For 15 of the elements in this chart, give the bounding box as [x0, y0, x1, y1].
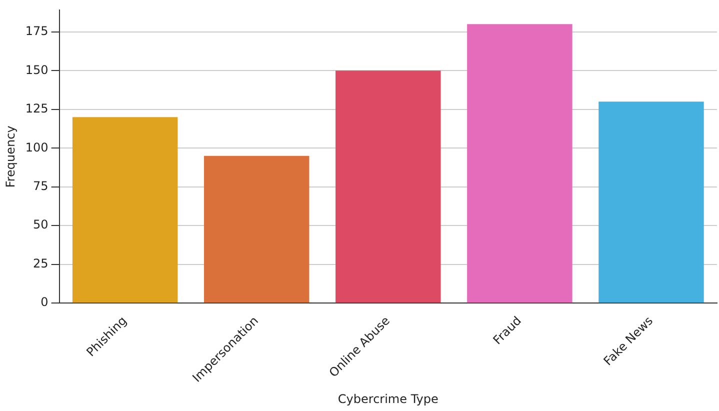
x-axis-title: Cybercrime Type: [338, 392, 438, 406]
y-tick-label: 0: [40, 295, 48, 310]
bar: [72, 117, 178, 303]
y-axis-title: Frequency: [3, 126, 18, 188]
y-tick-label: 100: [25, 140, 48, 154]
y-tick-label: 125: [25, 102, 48, 116]
y-tick-label: 175: [25, 24, 48, 38]
bar: [467, 24, 572, 303]
bar: [336, 70, 441, 303]
y-tick-label: 75: [33, 179, 48, 193]
y-tick-label: 150: [25, 62, 48, 77]
bar: [598, 102, 704, 303]
y-tick-label: 25: [33, 256, 48, 270]
y-tick-label: 50: [33, 218, 48, 232]
bar: [204, 156, 310, 303]
